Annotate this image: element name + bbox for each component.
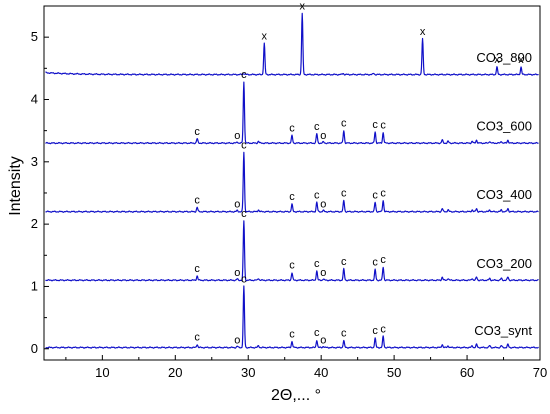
peak-marker: x xyxy=(518,54,524,66)
y-axis-title: Intensity xyxy=(7,156,24,216)
peak-marker: c xyxy=(341,256,347,268)
peak-marker: c xyxy=(241,69,247,81)
peak-marker: x xyxy=(494,54,500,66)
x-tick-label: 30 xyxy=(241,365,255,380)
peak-marker: c xyxy=(372,257,378,269)
peak-marker: c xyxy=(380,323,386,335)
peak-marker: c xyxy=(314,258,320,270)
peak-marker: c xyxy=(372,119,378,131)
peak-marker: c xyxy=(241,208,247,220)
y-tick-label: 5 xyxy=(31,29,38,44)
minor-marker: o xyxy=(320,267,326,279)
series-label: CO3_200 xyxy=(476,256,532,271)
x-tick-label: 10 xyxy=(95,365,109,380)
series-line-CO3_800 xyxy=(45,12,539,76)
peak-marker: c xyxy=(241,139,247,151)
peak-marker: x xyxy=(262,30,268,42)
y-tick-label: 2 xyxy=(31,216,38,231)
plot-frame xyxy=(43,5,541,361)
peak-marker: c xyxy=(341,187,347,199)
peak-marker: c xyxy=(380,187,386,199)
peak-marker: c xyxy=(241,273,247,285)
x-tick-label: 60 xyxy=(460,365,474,380)
x-tick-label: 50 xyxy=(387,365,401,380)
series-label: CO3_800 xyxy=(476,50,532,65)
series-line-CO3_400 xyxy=(45,151,539,213)
peak-marker: c xyxy=(314,189,320,201)
peak-marker: c xyxy=(372,325,378,337)
peak-marker: c xyxy=(194,194,200,206)
minor-marker: o xyxy=(320,198,326,210)
peak-marker: c xyxy=(194,126,200,138)
plot-area xyxy=(43,5,541,361)
peak-marker: c xyxy=(194,331,200,343)
minor-marker: o xyxy=(234,198,240,210)
y-tick-label: 0 xyxy=(31,341,38,356)
x-axis-title: 2Θ,... ° xyxy=(271,387,321,404)
peak-marker: c xyxy=(380,254,386,266)
y-tick-label: 3 xyxy=(31,154,38,169)
series-line-CO3_600 xyxy=(45,81,539,145)
peak-marker: c xyxy=(341,328,347,340)
series-traces xyxy=(45,12,539,349)
peak-marker: c xyxy=(314,121,320,133)
y-tick-label: 4 xyxy=(31,91,38,106)
series-line-CO3_synt xyxy=(45,285,539,349)
peak-marker: c xyxy=(314,327,320,339)
peak-marker: c xyxy=(194,263,200,275)
peak-marker: x xyxy=(420,26,426,38)
series-label: CO3_synt xyxy=(474,323,532,338)
peak-marker: c xyxy=(289,328,295,340)
minor-marker: o xyxy=(320,130,326,142)
minor-marker: o xyxy=(320,334,326,346)
x-tick-label: 40 xyxy=(314,365,328,380)
peak-marker: x xyxy=(299,0,305,12)
peak-marker: c xyxy=(289,191,295,203)
minor-marker: o xyxy=(234,334,240,346)
peak-marker: c xyxy=(341,118,347,130)
axes: 10 20 30 40 50 60 70 0 1 2 3 4 5 xyxy=(31,29,547,380)
peak-marker: c xyxy=(289,123,295,135)
y-tick-label: 1 xyxy=(31,278,38,293)
peak-marker: c xyxy=(372,189,378,201)
peak-marker: c xyxy=(289,260,295,272)
series-line-CO3_200 xyxy=(45,220,539,282)
peak-marker: c xyxy=(380,120,386,132)
series-labels: CO3_synt CO3_200 CO3_400 CO3_600 CO3_800 xyxy=(474,50,532,338)
minor-marker: o xyxy=(234,267,240,279)
x-tick-label: 70 xyxy=(533,365,547,380)
series-label: CO3_400 xyxy=(476,187,532,202)
series-label: CO3_600 xyxy=(476,119,532,134)
x-tick-label: 20 xyxy=(168,365,182,380)
minor-marker: o xyxy=(234,130,240,142)
